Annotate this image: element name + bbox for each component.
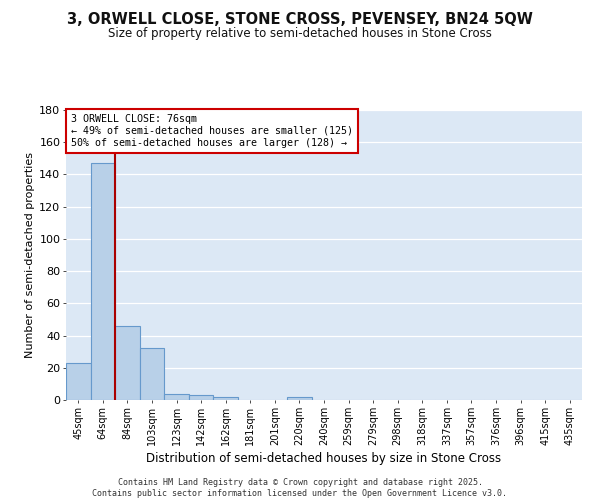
Y-axis label: Number of semi-detached properties: Number of semi-detached properties <box>25 152 35 358</box>
Bar <box>91 163 115 400</box>
Bar <box>115 326 140 400</box>
Text: Contains HM Land Registry data © Crown copyright and database right 2025.
Contai: Contains HM Land Registry data © Crown c… <box>92 478 508 498</box>
Bar <box>164 394 189 400</box>
Bar <box>140 348 164 400</box>
Bar <box>287 397 312 400</box>
Text: 3, ORWELL CLOSE, STONE CROSS, PEVENSEY, BN24 5QW: 3, ORWELL CLOSE, STONE CROSS, PEVENSEY, … <box>67 12 533 28</box>
Text: 3 ORWELL CLOSE: 76sqm
← 49% of semi-detached houses are smaller (125)
50% of sem: 3 ORWELL CLOSE: 76sqm ← 49% of semi-deta… <box>71 114 353 148</box>
Bar <box>66 363 91 400</box>
Bar <box>214 397 238 400</box>
X-axis label: Distribution of semi-detached houses by size in Stone Cross: Distribution of semi-detached houses by … <box>146 452 502 465</box>
Text: Size of property relative to semi-detached houses in Stone Cross: Size of property relative to semi-detach… <box>108 28 492 40</box>
Bar <box>189 395 214 400</box>
